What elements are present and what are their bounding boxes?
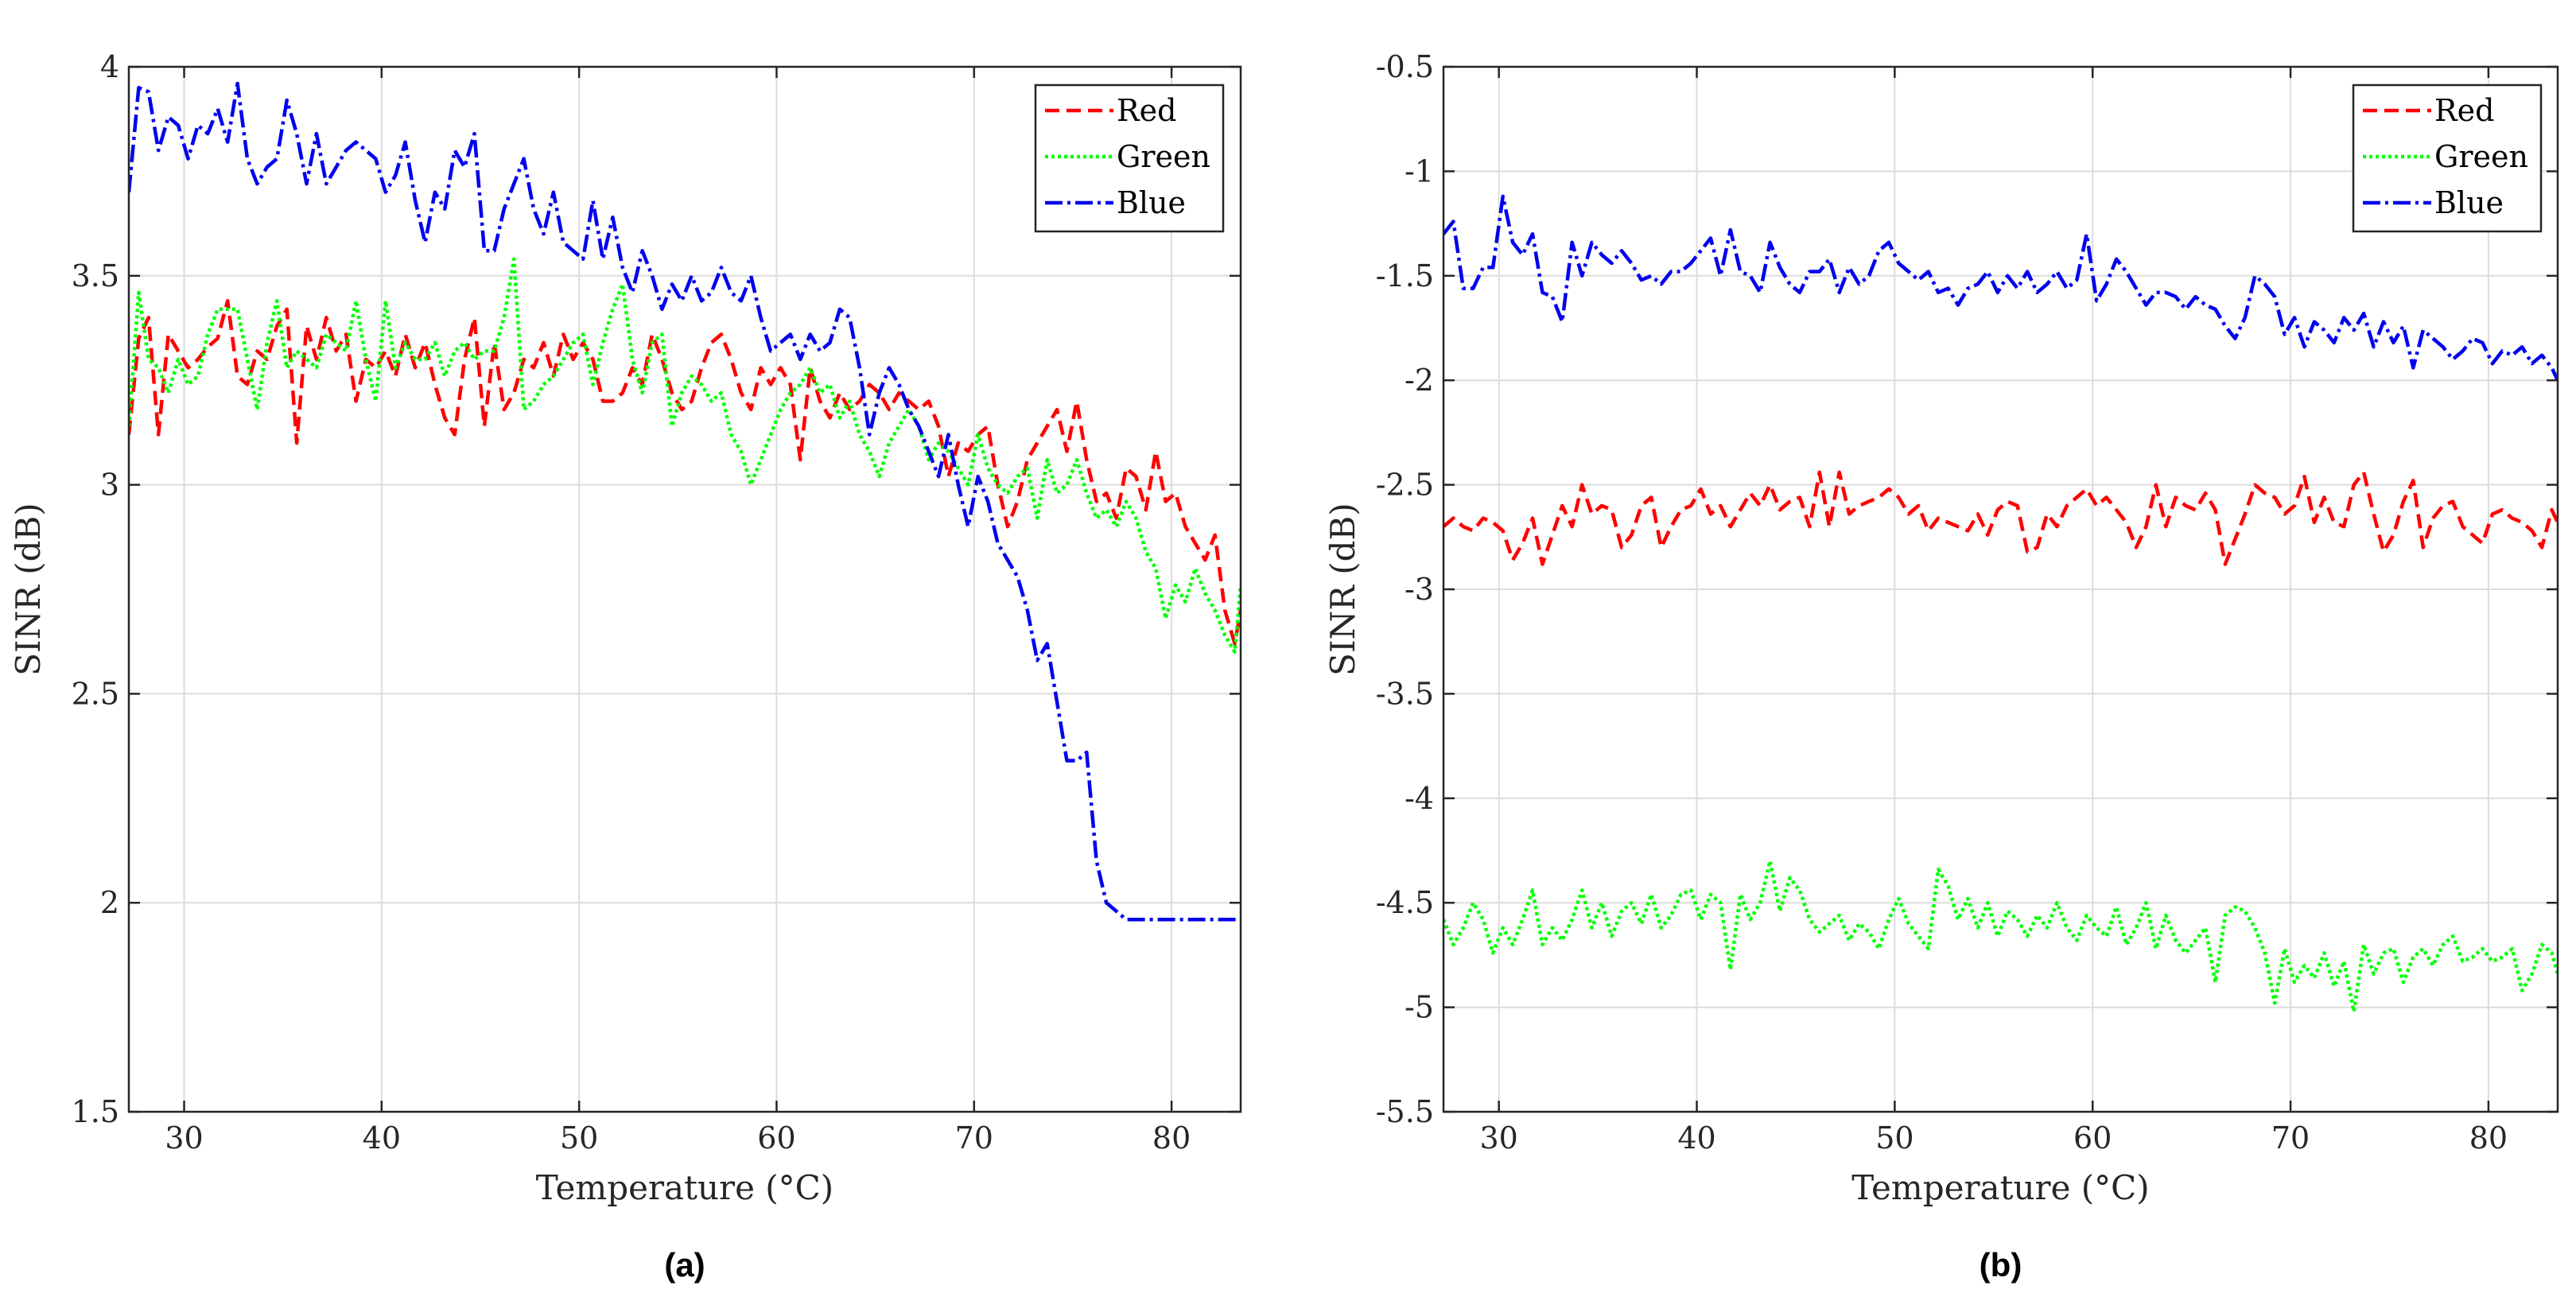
series-line-red	[129, 299, 1241, 646]
legend-label-red: Red	[1117, 93, 1176, 128]
axes-frame	[127, 65, 1242, 1113]
y-tick-label: -1.5	[1376, 258, 1434, 293]
legend-label-blue: Blue	[2434, 185, 2504, 220]
y-tick-label: -1	[1405, 153, 1434, 188]
x-tick-label: 60	[2073, 1121, 2112, 1156]
series-line-blue	[129, 81, 1241, 922]
y-axis-label: SINR (dB)	[9, 503, 48, 676]
y-tick-label: -4	[1405, 781, 1434, 816]
legend-label-red: Red	[2434, 93, 2494, 128]
legend: Red Green Blue	[1034, 84, 1225, 233]
y-tick-label: 1.5	[72, 1094, 119, 1129]
y-tick-label: 3	[100, 468, 119, 503]
panel-caption: (a)	[664, 1246, 705, 1284]
series-line-green	[1443, 859, 2558, 1014]
y-tick-label: -4.5	[1376, 885, 1434, 920]
y-tick-label: -2.5	[1376, 468, 1434, 503]
series-line-green	[129, 257, 1241, 654]
x-axis-label: Temperature (°C)	[536, 1168, 833, 1207]
x-tick-label: 60	[757, 1121, 795, 1156]
series-line-red	[1443, 470, 2558, 566]
y-tick-label: -5.5	[1376, 1094, 1434, 1129]
y-tick-label: -5	[1405, 990, 1434, 1025]
x-tick-label: 80	[1152, 1121, 1191, 1156]
plot-area	[129, 67, 1241, 1112]
panel-caption: (b)	[1980, 1246, 2022, 1284]
series-line-blue	[1443, 194, 2558, 382]
chart-panel-1: 30 40 50 60 70 80 1.5 2 2.5 3 3.5 4 Temperature (°C)…	[9, 49, 1242, 1284]
x-tick-label: 80	[2469, 1121, 2508, 1156]
x-tick-label: 50	[1875, 1121, 1914, 1156]
x-tick-label: 70	[2271, 1121, 2310, 1156]
x-tick-label: 50	[560, 1121, 598, 1156]
y-tick-label: -3	[1405, 572, 1434, 607]
x-axis-label: Temperature (°C)	[1851, 1168, 2149, 1207]
x-tick-label: 40	[363, 1121, 401, 1156]
y-tick-label: -0.5	[1376, 49, 1434, 84]
y-axis-label: SINR (dB)	[1323, 503, 1362, 676]
legend: Red Green Blue	[2352, 84, 2543, 233]
x-tick-label: 30	[165, 1121, 203, 1156]
y-tick-label: -2	[1405, 363, 1434, 398]
y-tick-label: 3.5	[72, 258, 119, 293]
legend-label-green: Green	[2434, 139, 2528, 174]
x-tick-label: 70	[955, 1121, 993, 1156]
y-tick-label: 4	[100, 49, 119, 84]
chart-panel-2: 30 40 50 60 70 80 -5.5 -5 -4.5 -4 -3.5 -3 -2.5 -2 -1.5…	[1323, 49, 2559, 1284]
y-tick-label: -3.5	[1376, 676, 1434, 711]
legend-label-green: Green	[1117, 139, 1210, 174]
x-tick-label: 30	[1479, 1121, 1517, 1156]
y-tick-label: 2.5	[72, 676, 119, 711]
x-tick-label: 40	[1677, 1121, 1715, 1156]
y-tick-label: 2	[100, 885, 119, 920]
legend-label-blue: Blue	[1117, 185, 1186, 220]
